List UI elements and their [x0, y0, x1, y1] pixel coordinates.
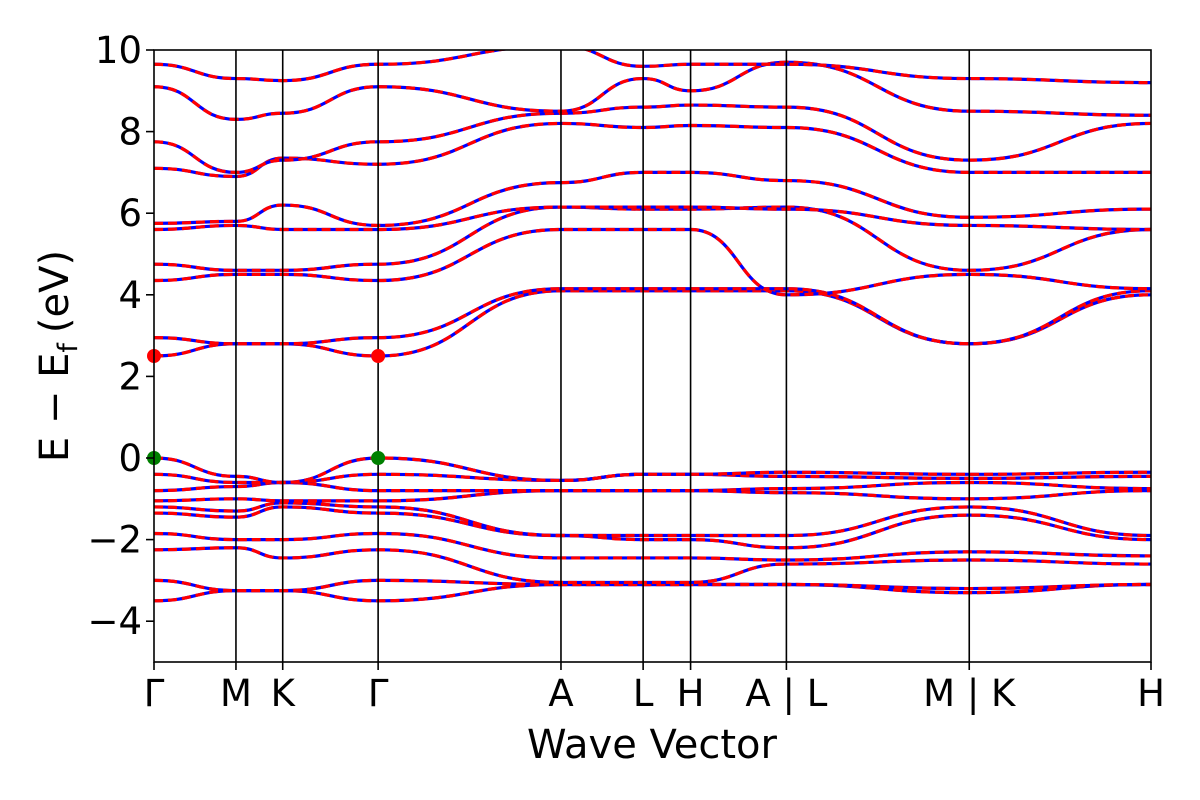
y-tick-label: −2 — [87, 519, 142, 562]
x-tick-label: M | K — [923, 672, 1017, 715]
x-tick-label: A | L — [745, 672, 827, 715]
band-line — [154, 227, 1151, 297]
y-tick-label: 2 — [118, 355, 142, 398]
band-line — [154, 287, 1151, 346]
band-line-secondary — [154, 121, 1151, 179]
x-tick-label: H — [1137, 672, 1165, 715]
band-line-secondary — [154, 103, 1151, 175]
plot-frame — [153, 49, 1152, 663]
x-tick-label: L — [633, 672, 654, 715]
band-line — [154, 456, 1151, 485]
band-line-secondary — [154, 287, 1151, 346]
x-tick-label: K — [271, 672, 297, 715]
band-line — [154, 60, 1151, 121]
band-line-secondary — [154, 50, 1151, 85]
band-line — [154, 205, 1151, 232]
band-line-secondary — [154, 505, 1151, 550]
y-axis-title: E − Ef (eV) — [32, 250, 84, 462]
y-tick-label: −4 — [87, 600, 142, 643]
y-axis-title-unit: (eV) — [32, 250, 78, 333]
band-line — [154, 501, 1151, 538]
extremum-marker — [371, 451, 386, 465]
band-line-secondary — [154, 289, 1151, 358]
band-line — [154, 50, 1151, 85]
y-tick-label: 8 — [118, 111, 142, 154]
extremum-marker — [371, 349, 386, 363]
x-tick-label: H — [677, 672, 705, 715]
x-tick-label: A — [548, 672, 573, 715]
band-line — [154, 531, 1151, 562]
y-tick-label: 0 — [118, 437, 142, 480]
y-axis-title-sub: f — [53, 342, 84, 353]
band-line — [154, 546, 1151, 585]
x-tick-label: Γ — [144, 672, 165, 715]
band-line-secondary — [154, 227, 1151, 297]
y-axis: −4 −2 0 2 4 6 8 10 — [87, 29, 154, 643]
y-tick-label: 4 — [118, 274, 142, 317]
x-tick-label: Γ — [368, 672, 389, 715]
x-axis-title: Wave Vector — [527, 722, 778, 768]
band-line — [154, 170, 1151, 228]
y-tick-label: 10 — [95, 29, 142, 72]
y-tick-label: 6 — [118, 192, 142, 235]
x-tick-label: M — [220, 672, 252, 715]
band-line — [154, 578, 1151, 593]
band-line — [154, 121, 1151, 179]
band-line — [154, 505, 1151, 550]
band-line — [154, 489, 1151, 503]
bands-layer — [154, 50, 1151, 603]
kpoint-lines — [235, 50, 971, 662]
y-axis-title-main: E − E — [32, 353, 78, 463]
band-line — [154, 103, 1151, 175]
band-line-secondary — [154, 170, 1151, 228]
markers-layer — [147, 349, 386, 465]
